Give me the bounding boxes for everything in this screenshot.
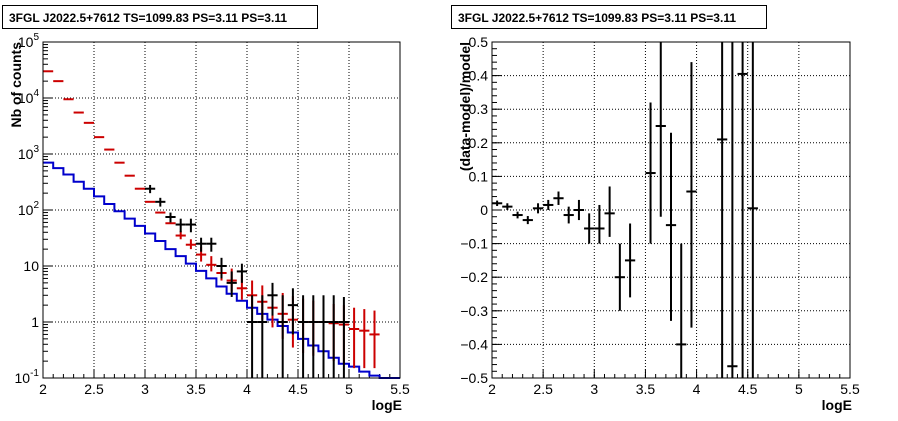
x-tick-label: 5	[795, 381, 803, 397]
y-tick-label: 0.3	[469, 101, 489, 117]
right-chart-plot: 2 2.5 3 3.5 4 4.5 5 5.5 −0.5 −0.4 −0.3 −0.2 −0.1 0 0.1…	[460, 34, 860, 397]
data-point	[165, 212, 176, 223]
data-point	[686, 62, 697, 328]
data-point	[512, 211, 523, 219]
left-y-axis-label: Nb of counts	[8, 42, 24, 128]
data-point	[492, 200, 503, 206]
data-point	[624, 223, 636, 298]
data-point	[328, 295, 339, 378]
data-point	[247, 295, 258, 378]
y-tick-label: 0.1	[469, 168, 489, 184]
data-point	[236, 263, 247, 283]
y-tick-label: 10	[23, 258, 39, 274]
data-point	[604, 186, 615, 237]
y-tick-label: 102	[18, 200, 40, 218]
data-point	[502, 203, 513, 210]
data-point	[645, 102, 656, 244]
data-point	[206, 256, 217, 272]
data-point	[185, 218, 196, 233]
right-y-axis-label: (data-model)/model	[457, 42, 473, 171]
y-tick-label: 0	[480, 202, 488, 218]
data-point	[369, 310, 380, 369]
y-tick-label: 0.4	[469, 68, 489, 84]
x-tick-label: 2	[488, 381, 496, 397]
data-point	[573, 199, 585, 221]
x-tick-label: 2.5	[84, 381, 104, 397]
data-point	[543, 199, 554, 210]
plot-frame	[491, 41, 851, 379]
x-tick-label: 5.5	[840, 381, 860, 397]
data-point	[359, 309, 370, 369]
y-tick-label: 103	[18, 144, 40, 162]
data-point	[308, 295, 319, 378]
data-point	[338, 296, 349, 378]
x-tick-label: 3.5	[636, 381, 656, 397]
x-tick-label: 5	[345, 381, 353, 397]
y-tick-label: −0.5	[460, 370, 488, 386]
x-tick-label: 3	[141, 381, 149, 397]
left-chart-title: 3FGL J2022.5+7612 TS=1099.83 PS=3.11 PS=…	[2, 5, 318, 29]
y-tick-label: 10-1	[15, 368, 40, 386]
data-point	[145, 184, 156, 194]
data-point	[747, 42, 758, 378]
model-step-line	[43, 161, 400, 379]
data-point	[532, 203, 544, 214]
data-point	[594, 204, 605, 244]
y-tick-label: −0.2	[460, 269, 488, 285]
x-tick-label: 5.5	[390, 381, 410, 397]
left-chart-plot: 2 2.5 3 3.5 4 4.5 5 5.5 10-1 1 10 102 103 104 105	[15, 32, 410, 397]
data-point	[277, 295, 288, 378]
data-point	[318, 295, 329, 378]
y-tick-label: 0.2	[469, 135, 489, 151]
data-point	[553, 191, 564, 205]
data-point	[349, 307, 360, 369]
x-tick-label: 4.5	[288, 381, 308, 397]
x-tick-label: 3	[590, 381, 598, 397]
right-x-axis-label: logE	[822, 397, 852, 413]
data-point	[155, 197, 166, 207]
data-point	[614, 243, 625, 311]
data-point	[196, 237, 207, 252]
y-tick-label: 1	[31, 314, 39, 330]
data-point	[257, 295, 268, 378]
x-tick-label: 2.5	[533, 381, 553, 397]
data-point	[175, 231, 186, 240]
data-point	[298, 295, 309, 378]
x-tick-label: 4	[243, 381, 251, 397]
data-point	[267, 282, 278, 316]
data-point	[206, 237, 217, 252]
y-tick-label: 105	[18, 32, 40, 50]
data-point	[717, 42, 728, 378]
x-tick-label: 3.5	[186, 381, 206, 397]
right-chart-title: 3FGL J2022.5+7612 TS=1099.83 PS=3.11 PS=…	[451, 5, 767, 29]
data-point	[665, 132, 677, 321]
y-tick-label: −0.1	[460, 236, 488, 252]
y-tick-label: 0.5	[469, 34, 489, 50]
data-point	[226, 271, 237, 297]
y-tick-label: 104	[18, 88, 40, 106]
data-point	[287, 288, 298, 335]
data-point	[216, 257, 227, 279]
data-point	[563, 206, 574, 224]
data-point	[727, 42, 738, 378]
data-point	[584, 213, 595, 244]
y-tick-label: −0.4	[460, 336, 488, 352]
data-point	[655, 42, 666, 217]
plot-frame	[42, 41, 401, 379]
data-point	[175, 218, 186, 233]
y-tick-label: −0.3	[460, 303, 488, 319]
data-point	[185, 239, 196, 250]
x-tick-label: 2	[39, 381, 47, 397]
data-point	[676, 243, 687, 378]
x-tick-label: 4	[693, 381, 701, 397]
data-point	[737, 42, 748, 378]
left-x-axis-label: logE	[372, 397, 402, 413]
data-point	[522, 216, 533, 225]
x-tick-label: 4.5	[738, 381, 758, 397]
